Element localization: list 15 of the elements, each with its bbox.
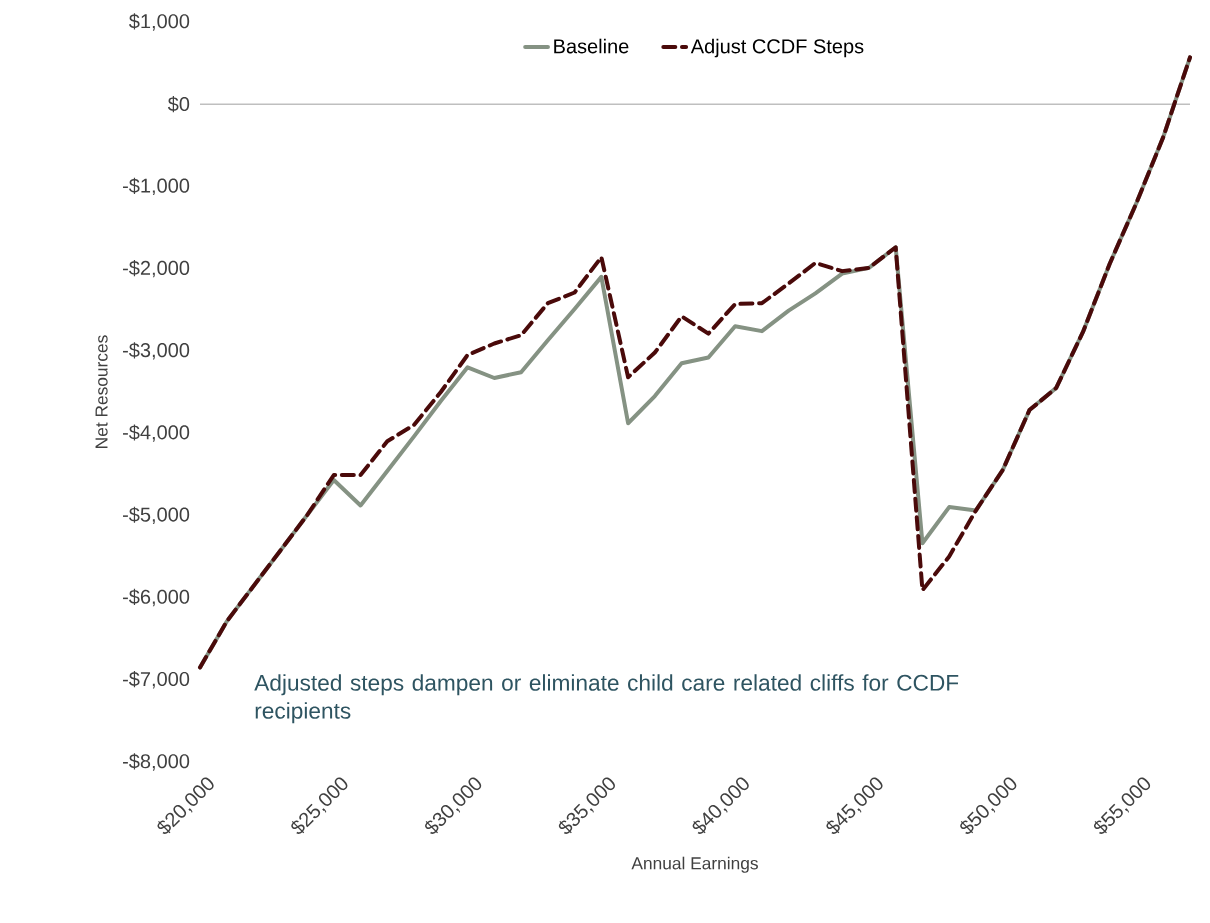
annotation: Adjusted steps dampen or eliminate child care related cliffs for CCDF recipients — [254, 674, 959, 724]
y-tick-label: -$7,000 — [123, 671, 190, 689]
y-tick-label: -$8,000 — [123, 753, 190, 771]
y-tick-label: -$1,000 — [123, 177, 190, 196]
legend-label: Baseline — [554, 38, 629, 54]
y-tick-label: $0 — [167, 96, 190, 113]
y-tick-label: -$3,000 — [123, 342, 190, 360]
legend-label: Adjust CCDF Steps — [690, 38, 864, 58]
x-axis-title: Annual Earnings — [631, 856, 758, 873]
y-tick-label: $1,000 — [129, 13, 190, 31]
y-tick-label: -$5,000 — [123, 506, 190, 524]
y-tick-label: -$4,000 — [123, 424, 190, 442]
y-tick-label: -$2,000 — [123, 259, 190, 278]
y-tick-label: -$6,000 — [123, 588, 190, 607]
y-axis-title: Net Resources — [95, 335, 108, 448]
